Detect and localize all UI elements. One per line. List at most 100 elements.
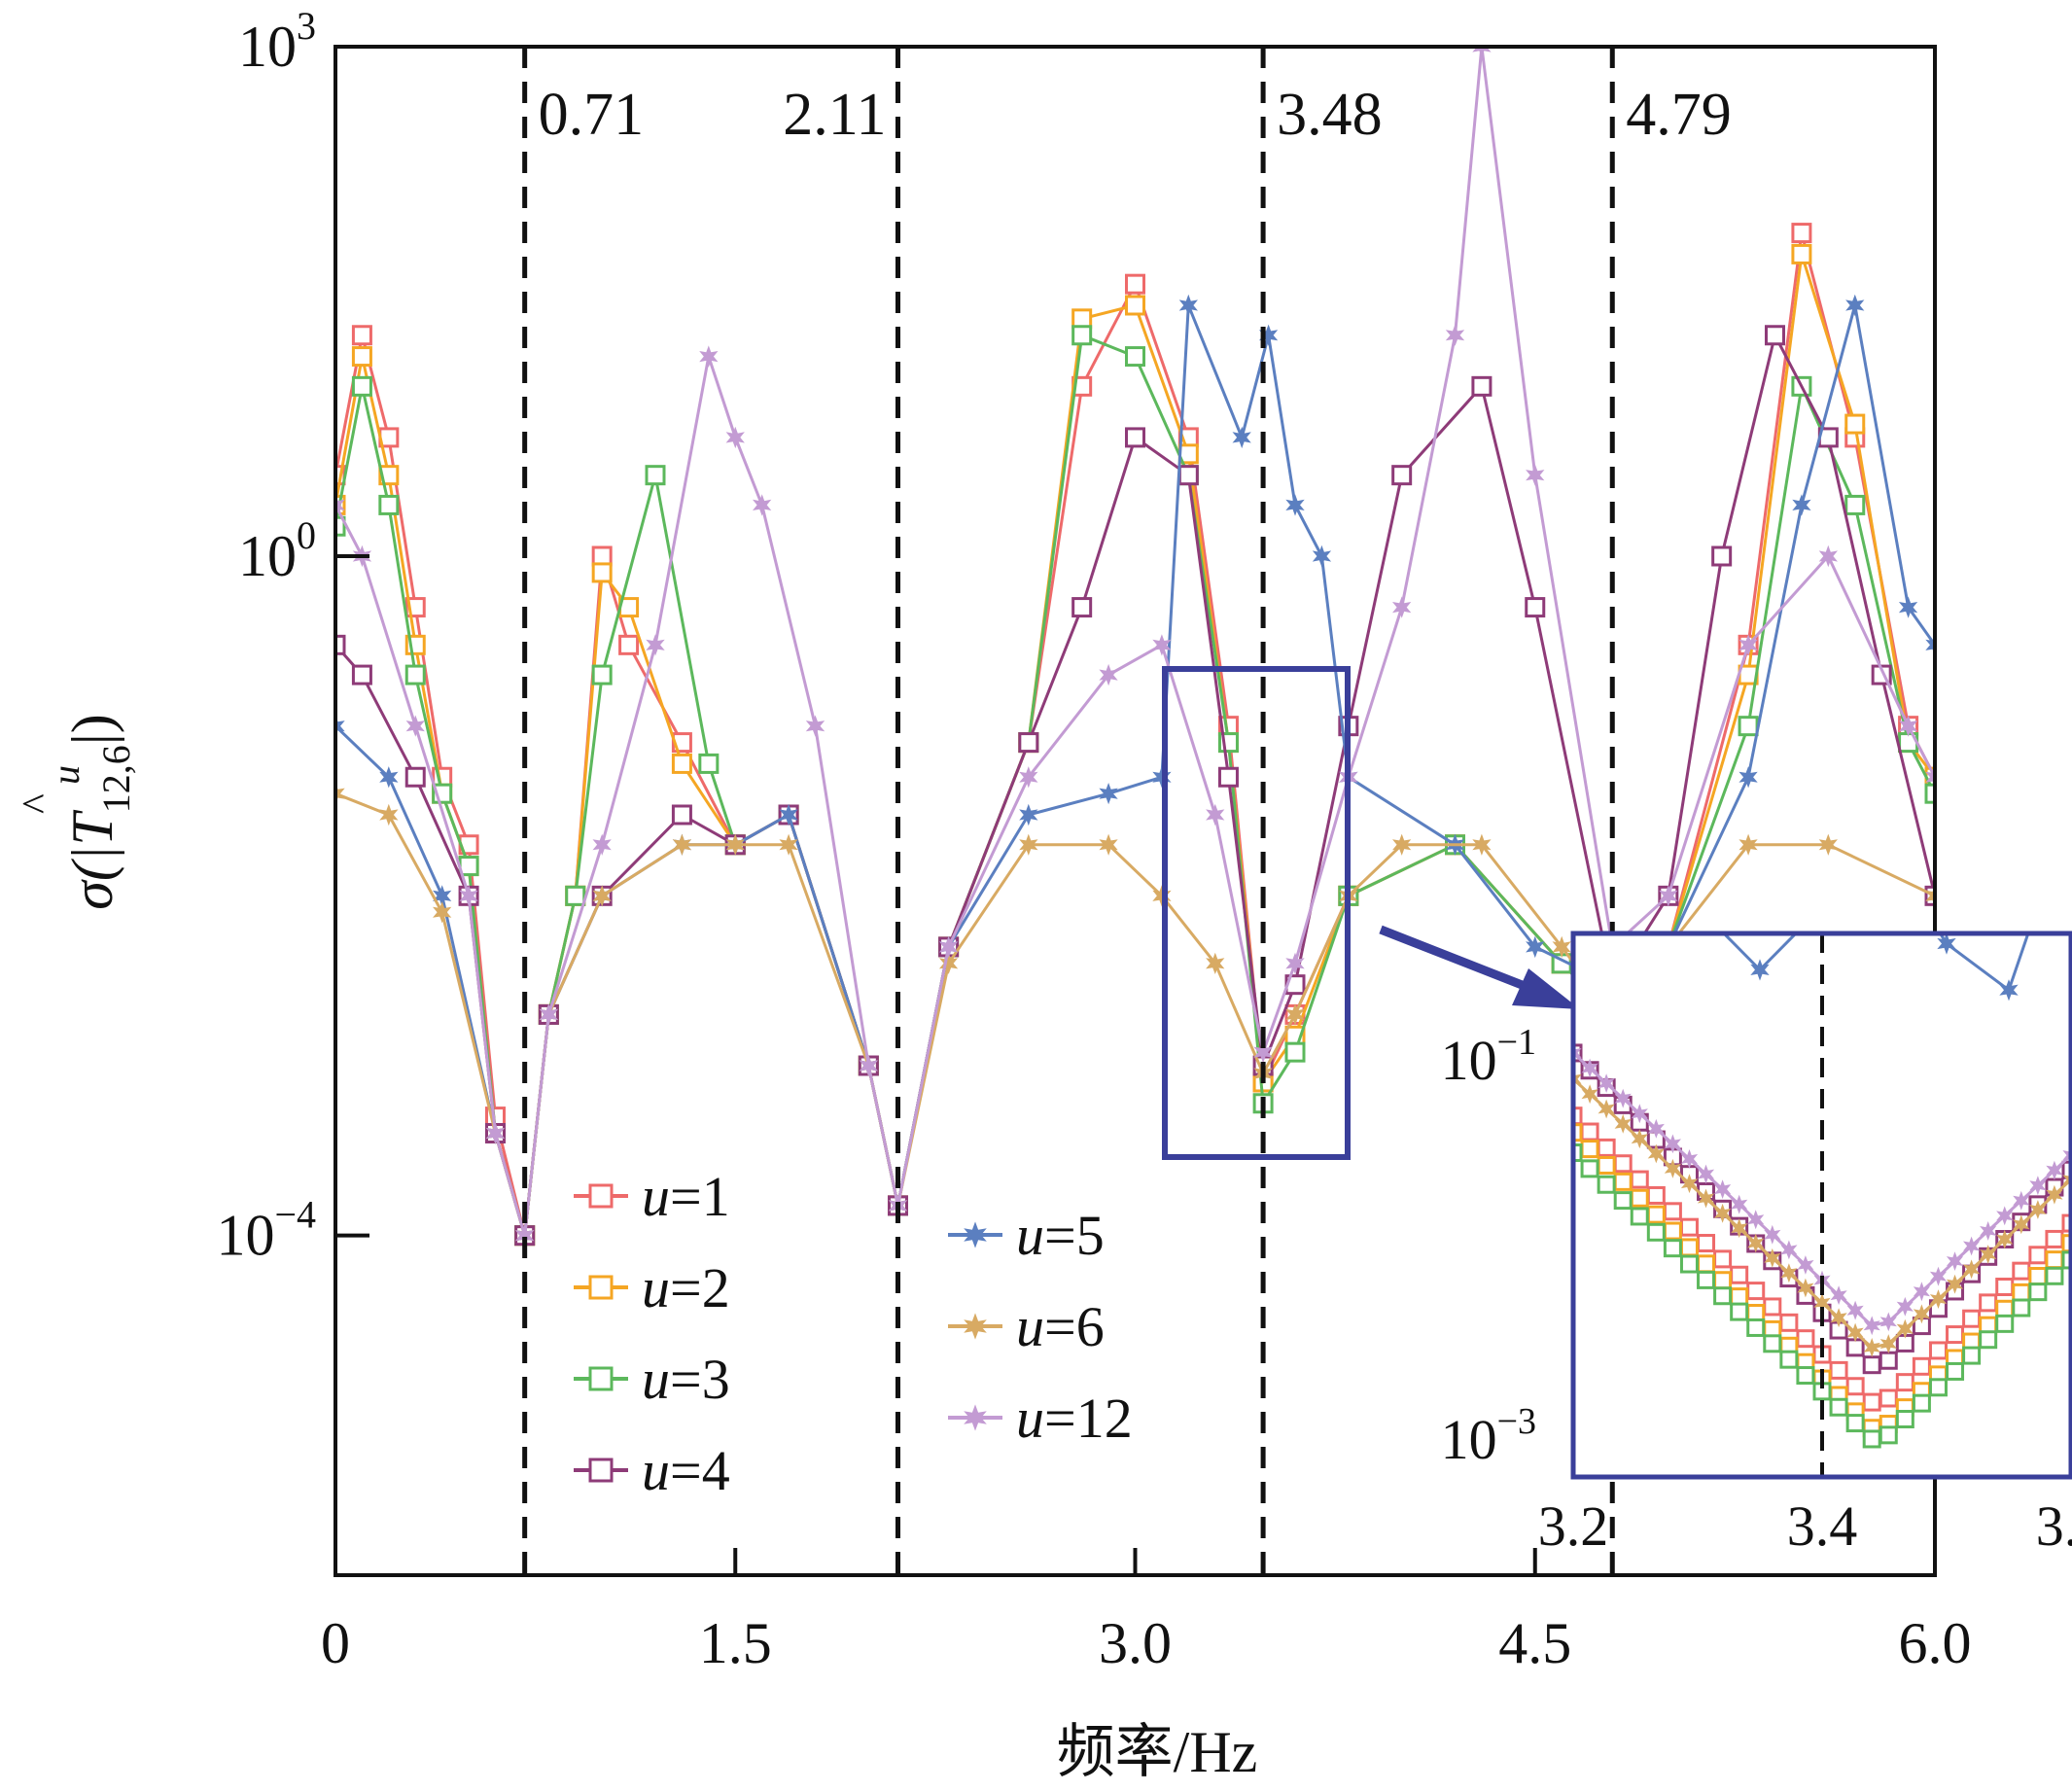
legend-label: u=3 — [642, 1348, 730, 1411]
data-point — [1152, 634, 1172, 656]
inset-point — [1647, 1143, 1665, 1164]
legend-entry: u=6 — [948, 1295, 1105, 1358]
data-point — [1925, 885, 1935, 907]
data-point — [539, 1003, 558, 1026]
data-point — [1472, 47, 1492, 58]
inset-point — [1879, 1388, 1898, 1408]
inset-point — [1797, 1255, 1814, 1275]
inset-point — [1631, 1129, 1648, 1149]
inset-point — [1714, 1179, 1732, 1199]
inset-point — [1713, 1271, 1733, 1290]
data-point — [1232, 426, 1251, 449]
inset-point — [1763, 1334, 1782, 1353]
inset-point — [2061, 1250, 2069, 1270]
inset-point — [1663, 1221, 1682, 1241]
inset-point — [2029, 1200, 2047, 1219]
inset-point — [1862, 1392, 1881, 1412]
inset-point — [1779, 1313, 1799, 1332]
inset-point — [2061, 1234, 2069, 1253]
inset-point — [1813, 1292, 1831, 1313]
inset-point — [1845, 1414, 1865, 1433]
inset-point — [1797, 1278, 1814, 1298]
inset-point — [1679, 1238, 1699, 1257]
inset-point — [2012, 1261, 2031, 1281]
data-point — [1019, 833, 1038, 856]
inset-point — [1963, 1236, 1981, 1256]
data-point — [1844, 494, 1866, 515]
data-point — [1818, 833, 1838, 856]
inset-point — [1963, 1259, 1981, 1280]
data-point — [1792, 494, 1811, 516]
legend-label: u=1 — [642, 1165, 730, 1228]
inset-point — [1575, 1123, 1583, 1142]
legend-swatch-marker — [964, 1221, 987, 1248]
data-point — [779, 833, 798, 856]
legend-entry: u=5 — [948, 1204, 1105, 1267]
data-point — [1285, 952, 1305, 974]
inset-point — [1895, 1410, 1914, 1429]
inset-point — [1575, 1143, 1583, 1163]
data-point — [404, 766, 426, 788]
inset-point — [1697, 1234, 1716, 1253]
data-point — [1525, 597, 1546, 618]
inset-point — [1581, 1058, 1598, 1078]
data-point — [515, 1224, 535, 1247]
inset-point — [1929, 1266, 1948, 1286]
data-point — [404, 664, 426, 685]
zoom-arrow — [1379, 925, 1580, 1009]
inset-point — [2061, 1213, 2069, 1233]
inset-point — [2029, 1176, 2047, 1196]
vline-label: 2.11 — [783, 82, 886, 148]
inset-tick-labels: 3.2 3.4 3.6 10−1 10−3 — [1441, 1022, 2072, 1558]
inset-point — [1796, 1329, 1815, 1349]
inset-point — [1896, 1318, 1914, 1339]
data-point — [1924, 783, 1935, 804]
inset-point — [1575, 1043, 1583, 1063]
inset-point — [1680, 1174, 1699, 1194]
inset-point — [1846, 1300, 1864, 1320]
data-point — [1738, 716, 1759, 737]
data-point — [1791, 243, 1812, 264]
y-title-main: T — [60, 810, 124, 846]
inset-point — [1779, 1350, 1799, 1369]
inset-point — [1697, 1164, 1715, 1184]
data-point — [335, 634, 346, 655]
legend-label: u=12 — [1016, 1387, 1133, 1450]
inset-point — [1946, 1251, 1964, 1271]
inset-point — [1830, 1308, 1847, 1328]
data-point — [1552, 935, 1571, 959]
data-point — [591, 664, 613, 685]
inset-point — [1575, 1107, 1583, 1126]
inset-point — [1896, 1296, 1914, 1317]
data-point — [1019, 803, 1038, 826]
inset-point — [2028, 1246, 2048, 1265]
x-tick-label: 3.0 — [1099, 1611, 1172, 1675]
inset-series-u-1 — [1575, 1107, 2069, 1412]
data-point — [1472, 833, 1492, 856]
data-point — [1765, 325, 1785, 346]
data-point — [645, 465, 666, 486]
data-point — [405, 715, 425, 737]
data-point — [725, 426, 745, 449]
data-point — [1152, 885, 1172, 907]
data-point — [1019, 766, 1038, 789]
inset-point — [1646, 1222, 1666, 1242]
data-point — [1284, 1041, 1306, 1063]
data-point — [1738, 766, 1758, 789]
inset-point — [1597, 1155, 1616, 1175]
inset-frame — [1570, 931, 2072, 1480]
inset-point — [1862, 1429, 1881, 1449]
data-point — [1391, 465, 1413, 486]
data-point — [335, 783, 345, 805]
inset-point — [1863, 1316, 1880, 1336]
inset-series-layer — [1575, 935, 2069, 1449]
inset-point — [1630, 1188, 1649, 1208]
inset-point — [1863, 1338, 1880, 1357]
inset-point — [1613, 1191, 1633, 1211]
data-point — [1125, 273, 1145, 295]
data-point — [351, 375, 372, 397]
inset-point — [1575, 1073, 1582, 1084]
inset-point — [1730, 1302, 1749, 1321]
data-point — [459, 885, 478, 907]
